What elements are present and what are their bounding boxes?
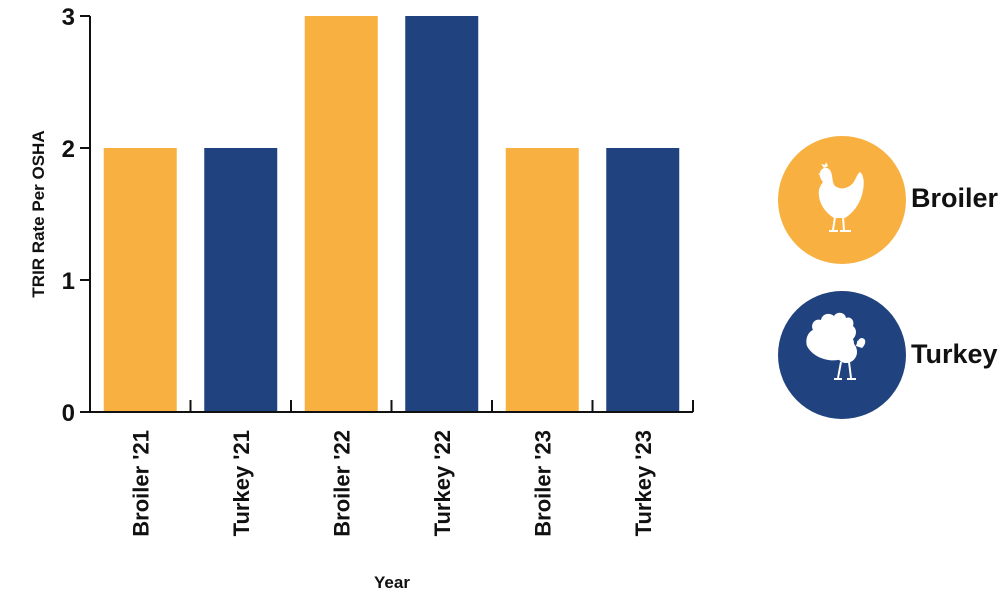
bar-broiler-23 [505,148,579,412]
axes-group [89,16,693,413]
bar-turkey-21 [204,148,278,412]
bar-turkey-23 [606,148,680,412]
x-tick-label: Turkey '21 [229,430,254,536]
x-tick-label: Turkey '23 [631,430,656,536]
x-tick-label: Broiler '21 [128,430,153,537]
y-tick-label: 0 [62,400,75,427]
legend-label-broiler: Broiler [911,183,999,213]
bar-turkey-22 [405,16,479,412]
x-tick-label: Turkey '22 [430,430,455,536]
bars-group [103,16,680,412]
x-ticks-group: Broiler '21 Turkey '21 Broiler '22 Turkey '… [128,400,694,537]
x-tick-label: Broiler '23 [530,430,555,537]
x-tick-label: Broiler '22 [329,430,354,537]
y-tick-label: 3 [62,4,75,31]
legend-label-turkey: Turkey [911,339,998,369]
bar-broiler-21 [103,148,177,412]
bar-broiler-22 [304,16,378,412]
legend-item-broiler: Broiler [778,136,999,264]
chicken-icon [818,162,864,232]
legend: Broiler Turkey [778,136,999,419]
y-tick-label: 2 [62,136,75,163]
turkey-icon [806,312,866,380]
legend-item-turkey: Turkey [778,291,998,419]
y-ticks-group: 0 1 2 3 [62,4,90,427]
y-axis-title: TRIR Rate Per OSHA [29,130,48,297]
x-axis-title: Year [374,573,410,592]
y-tick-label: 1 [62,268,75,295]
